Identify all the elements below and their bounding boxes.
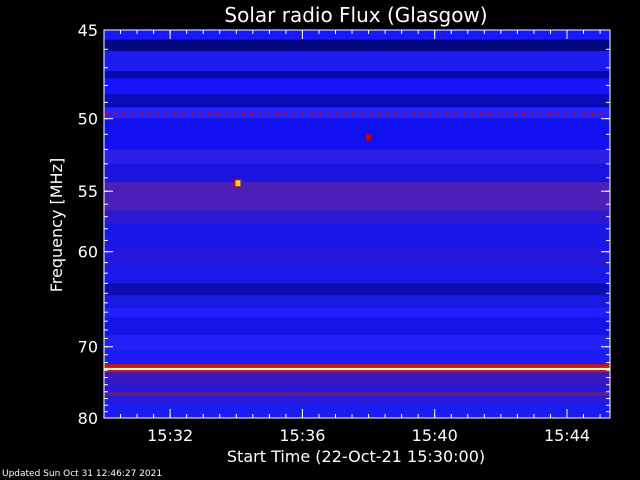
y-tick-label: 80: [78, 409, 98, 428]
y-tick-label: 50: [78, 110, 98, 129]
heatmap-band: [104, 224, 610, 247]
x-tick-label: 15:36: [279, 426, 325, 445]
heatmap-band: [104, 317, 610, 336]
heatmap-band: [104, 51, 610, 72]
y-tick-label: 60: [78, 243, 98, 262]
heatmap-bands: [104, 30, 610, 418]
y-tick-label: 55: [78, 182, 98, 201]
heatmap-band: [104, 71, 610, 79]
heatmap-band: [104, 149, 610, 164]
heatmap-band: [104, 78, 610, 94]
heatmap-band: [104, 370, 610, 373]
heatmap-band: [104, 246, 610, 268]
heatmap-band: [104, 335, 610, 351]
heatmap-band: [104, 267, 610, 284]
heatmap-band: [104, 372, 610, 385]
heatmap-band: [104, 395, 610, 403]
heatmap-band: [104, 210, 610, 224]
heatmap-band: [104, 350, 610, 365]
heatmap-band: [104, 283, 610, 296]
x-axis-label: Start Time (22-Oct-21 15:30:00): [227, 447, 485, 466]
heatmap-band: [104, 30, 610, 40]
heatmap-band: [104, 367, 610, 371]
x-tick-label: 15:44: [544, 426, 590, 445]
axis-ticks: 45 50 55 60 70 80 15:32 15:36 15:40 15:44: [78, 21, 610, 445]
updated-timestamp: Updated Sun Oct 31 12:46:27 2021: [2, 469, 163, 479]
heatmap-band: [104, 94, 610, 108]
plot-frame: [103, 29, 611, 419]
heatmap-overlays: [106, 112, 608, 188]
heatmap-band: [104, 118, 610, 150]
heatmap-band: [104, 402, 610, 418]
heatmap-band: [104, 364, 610, 368]
heatmap-band: [104, 384, 610, 392]
heatmap-band: [104, 295, 610, 308]
hot-spot: [235, 180, 241, 187]
heatmap-band: [104, 391, 610, 396]
heatmap-band: [104, 39, 610, 52]
x-tick-label: 15:32: [147, 426, 193, 445]
heatmap-band: [104, 107, 610, 119]
heatmap-band: [104, 307, 610, 318]
y-tick-label: 70: [78, 338, 98, 357]
heatmap-band: [104, 163, 610, 182]
hot-spot: [366, 134, 372, 141]
chart-title: Solar radio Flux (Glasgow): [224, 3, 487, 27]
heatmap-band: [104, 181, 610, 211]
y-axis-label: Frequency [MHz]: [47, 158, 66, 292]
hot-spot-edge: [233, 178, 242, 188]
x-tick-label: 15:40: [412, 426, 458, 445]
y-tick-label: 45: [78, 21, 98, 40]
